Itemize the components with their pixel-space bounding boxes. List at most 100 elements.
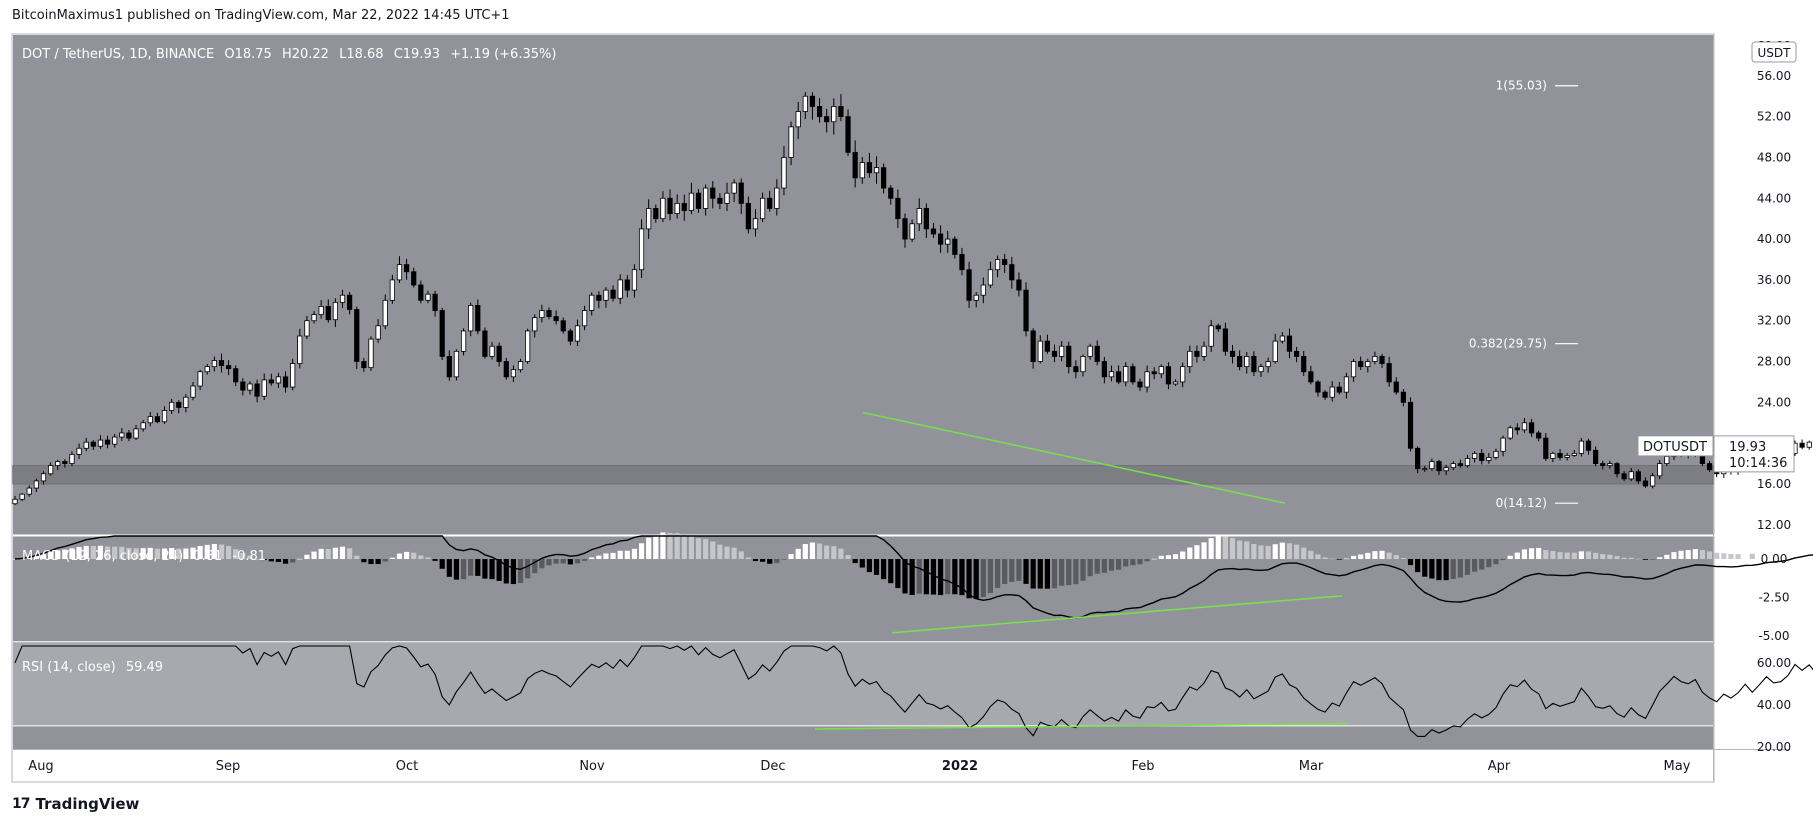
macd-histogram-bar bbox=[439, 559, 445, 569]
candle-body bbox=[1222, 328, 1228, 352]
macd-histogram-bar bbox=[354, 555, 360, 560]
candle-body bbox=[382, 299, 388, 327]
macd-histogram-bar bbox=[1728, 554, 1734, 560]
macd-histogram-bar bbox=[1514, 552, 1520, 560]
macd-histogram-bar bbox=[218, 544, 225, 560]
time-tick-label: Feb bbox=[1131, 759, 1154, 774]
candle bbox=[489, 342, 495, 360]
candle-body bbox=[119, 432, 125, 438]
tradingview-brand[interactable]: 17 TradingView bbox=[12, 795, 139, 813]
price-tick-label: 16.00 bbox=[1757, 477, 1791, 491]
candle bbox=[382, 294, 388, 330]
candle bbox=[425, 290, 431, 304]
candle-body bbox=[48, 465, 54, 475]
macd-histogram-bar bbox=[48, 552, 54, 560]
candle bbox=[1400, 389, 1406, 407]
candle bbox=[1023, 282, 1029, 337]
rsi-line bbox=[14, 645, 1813, 737]
candle-body bbox=[311, 314, 317, 322]
macd-histogram-bar bbox=[1721, 553, 1727, 560]
candle bbox=[638, 219, 645, 278]
candle-body bbox=[396, 264, 403, 281]
macd-histogram-bar bbox=[62, 549, 68, 560]
candle bbox=[247, 381, 253, 395]
macd-histogram-bar bbox=[546, 559, 552, 566]
candle bbox=[1215, 323, 1221, 333]
candle bbox=[268, 373, 274, 386]
candle-body bbox=[169, 401, 175, 411]
candle bbox=[375, 319, 381, 343]
candle bbox=[225, 360, 232, 376]
macd-histogram-bar bbox=[1678, 550, 1684, 560]
candle bbox=[1564, 452, 1570, 461]
candle bbox=[1343, 372, 1350, 399]
candle-body bbox=[945, 238, 951, 245]
currency-badge[interactable]: USDT bbox=[1751, 41, 1797, 63]
macd-histogram-bar bbox=[1108, 559, 1115, 571]
candle-body bbox=[411, 271, 417, 286]
fib-label: 0.382(29.75) bbox=[1469, 337, 1547, 351]
candle-body bbox=[1614, 463, 1620, 475]
change-value: +1.19 (+6.35%) bbox=[450, 47, 556, 62]
candle-body bbox=[553, 316, 559, 322]
candle bbox=[916, 198, 922, 232]
candle-body bbox=[1329, 386, 1335, 398]
macd-histogram-bar bbox=[724, 546, 730, 560]
candle-body bbox=[425, 293, 431, 301]
macd-histogram-bar bbox=[1201, 542, 1207, 560]
macd-histogram-bar bbox=[1749, 553, 1755, 560]
candle-body bbox=[375, 325, 381, 340]
svg-text:MACD (12, 26, close, 24): MACD (12, 26, close, 24) 0.81 -0.81 bbox=[22, 549, 266, 564]
macd-histogram-bar bbox=[553, 559, 559, 564]
macd-histogram-bar bbox=[1799, 549, 1805, 560]
macd-histogram-bar bbox=[1158, 555, 1164, 560]
candle bbox=[83, 437, 89, 452]
macd-histogram-bar bbox=[489, 559, 495, 580]
candle bbox=[1628, 468, 1634, 482]
candle-body bbox=[1486, 457, 1492, 461]
candle-body bbox=[12, 498, 18, 505]
candle bbox=[1536, 430, 1542, 442]
time-tick-label: Oct bbox=[396, 759, 418, 774]
candle-body bbox=[1051, 350, 1058, 357]
candle bbox=[1123, 362, 1129, 387]
time-tick-label: Apr bbox=[1488, 759, 1511, 774]
candle bbox=[1194, 345, 1200, 363]
candle bbox=[1528, 418, 1535, 437]
candle-body bbox=[368, 338, 374, 369]
candle bbox=[952, 236, 958, 259]
macd-histogram-bar bbox=[1272, 544, 1278, 560]
candle bbox=[496, 342, 502, 367]
macd-histogram-bar bbox=[1429, 559, 1435, 579]
price-tick-label: 24.00 bbox=[1757, 395, 1791, 409]
macd-histogram-bar bbox=[1094, 559, 1100, 574]
macd-histogram-bar bbox=[126, 547, 132, 560]
macd-histogram-bar bbox=[1059, 559, 1065, 586]
candle-body bbox=[361, 361, 367, 369]
macd-histogram-bar bbox=[211, 543, 217, 560]
candle-body bbox=[767, 197, 773, 209]
candle bbox=[717, 193, 723, 210]
candle bbox=[710, 181, 716, 209]
candle bbox=[1094, 340, 1100, 366]
candle-body bbox=[738, 182, 744, 204]
macd-histogram-bar bbox=[574, 559, 581, 564]
macd-histogram-bar bbox=[1735, 554, 1741, 560]
candle-body bbox=[332, 301, 339, 321]
candle-body bbox=[297, 335, 303, 364]
macd-histogram-bar bbox=[460, 559, 467, 580]
candle bbox=[254, 379, 260, 403]
rsi-tick-label: 20.00 bbox=[1757, 740, 1791, 754]
candle bbox=[617, 274, 623, 305]
candle-body bbox=[994, 259, 1001, 271]
candle bbox=[774, 179, 780, 216]
macd-histogram-bar bbox=[1585, 551, 1592, 560]
macd-histogram-bar bbox=[1493, 559, 1499, 565]
macd-histogram-bar bbox=[802, 544, 808, 560]
candle-body bbox=[660, 197, 666, 220]
candle bbox=[104, 435, 111, 449]
candle-body bbox=[19, 493, 25, 500]
candle bbox=[1108, 365, 1115, 382]
candle bbox=[539, 304, 545, 323]
macd-histogram-bar bbox=[631, 548, 638, 560]
